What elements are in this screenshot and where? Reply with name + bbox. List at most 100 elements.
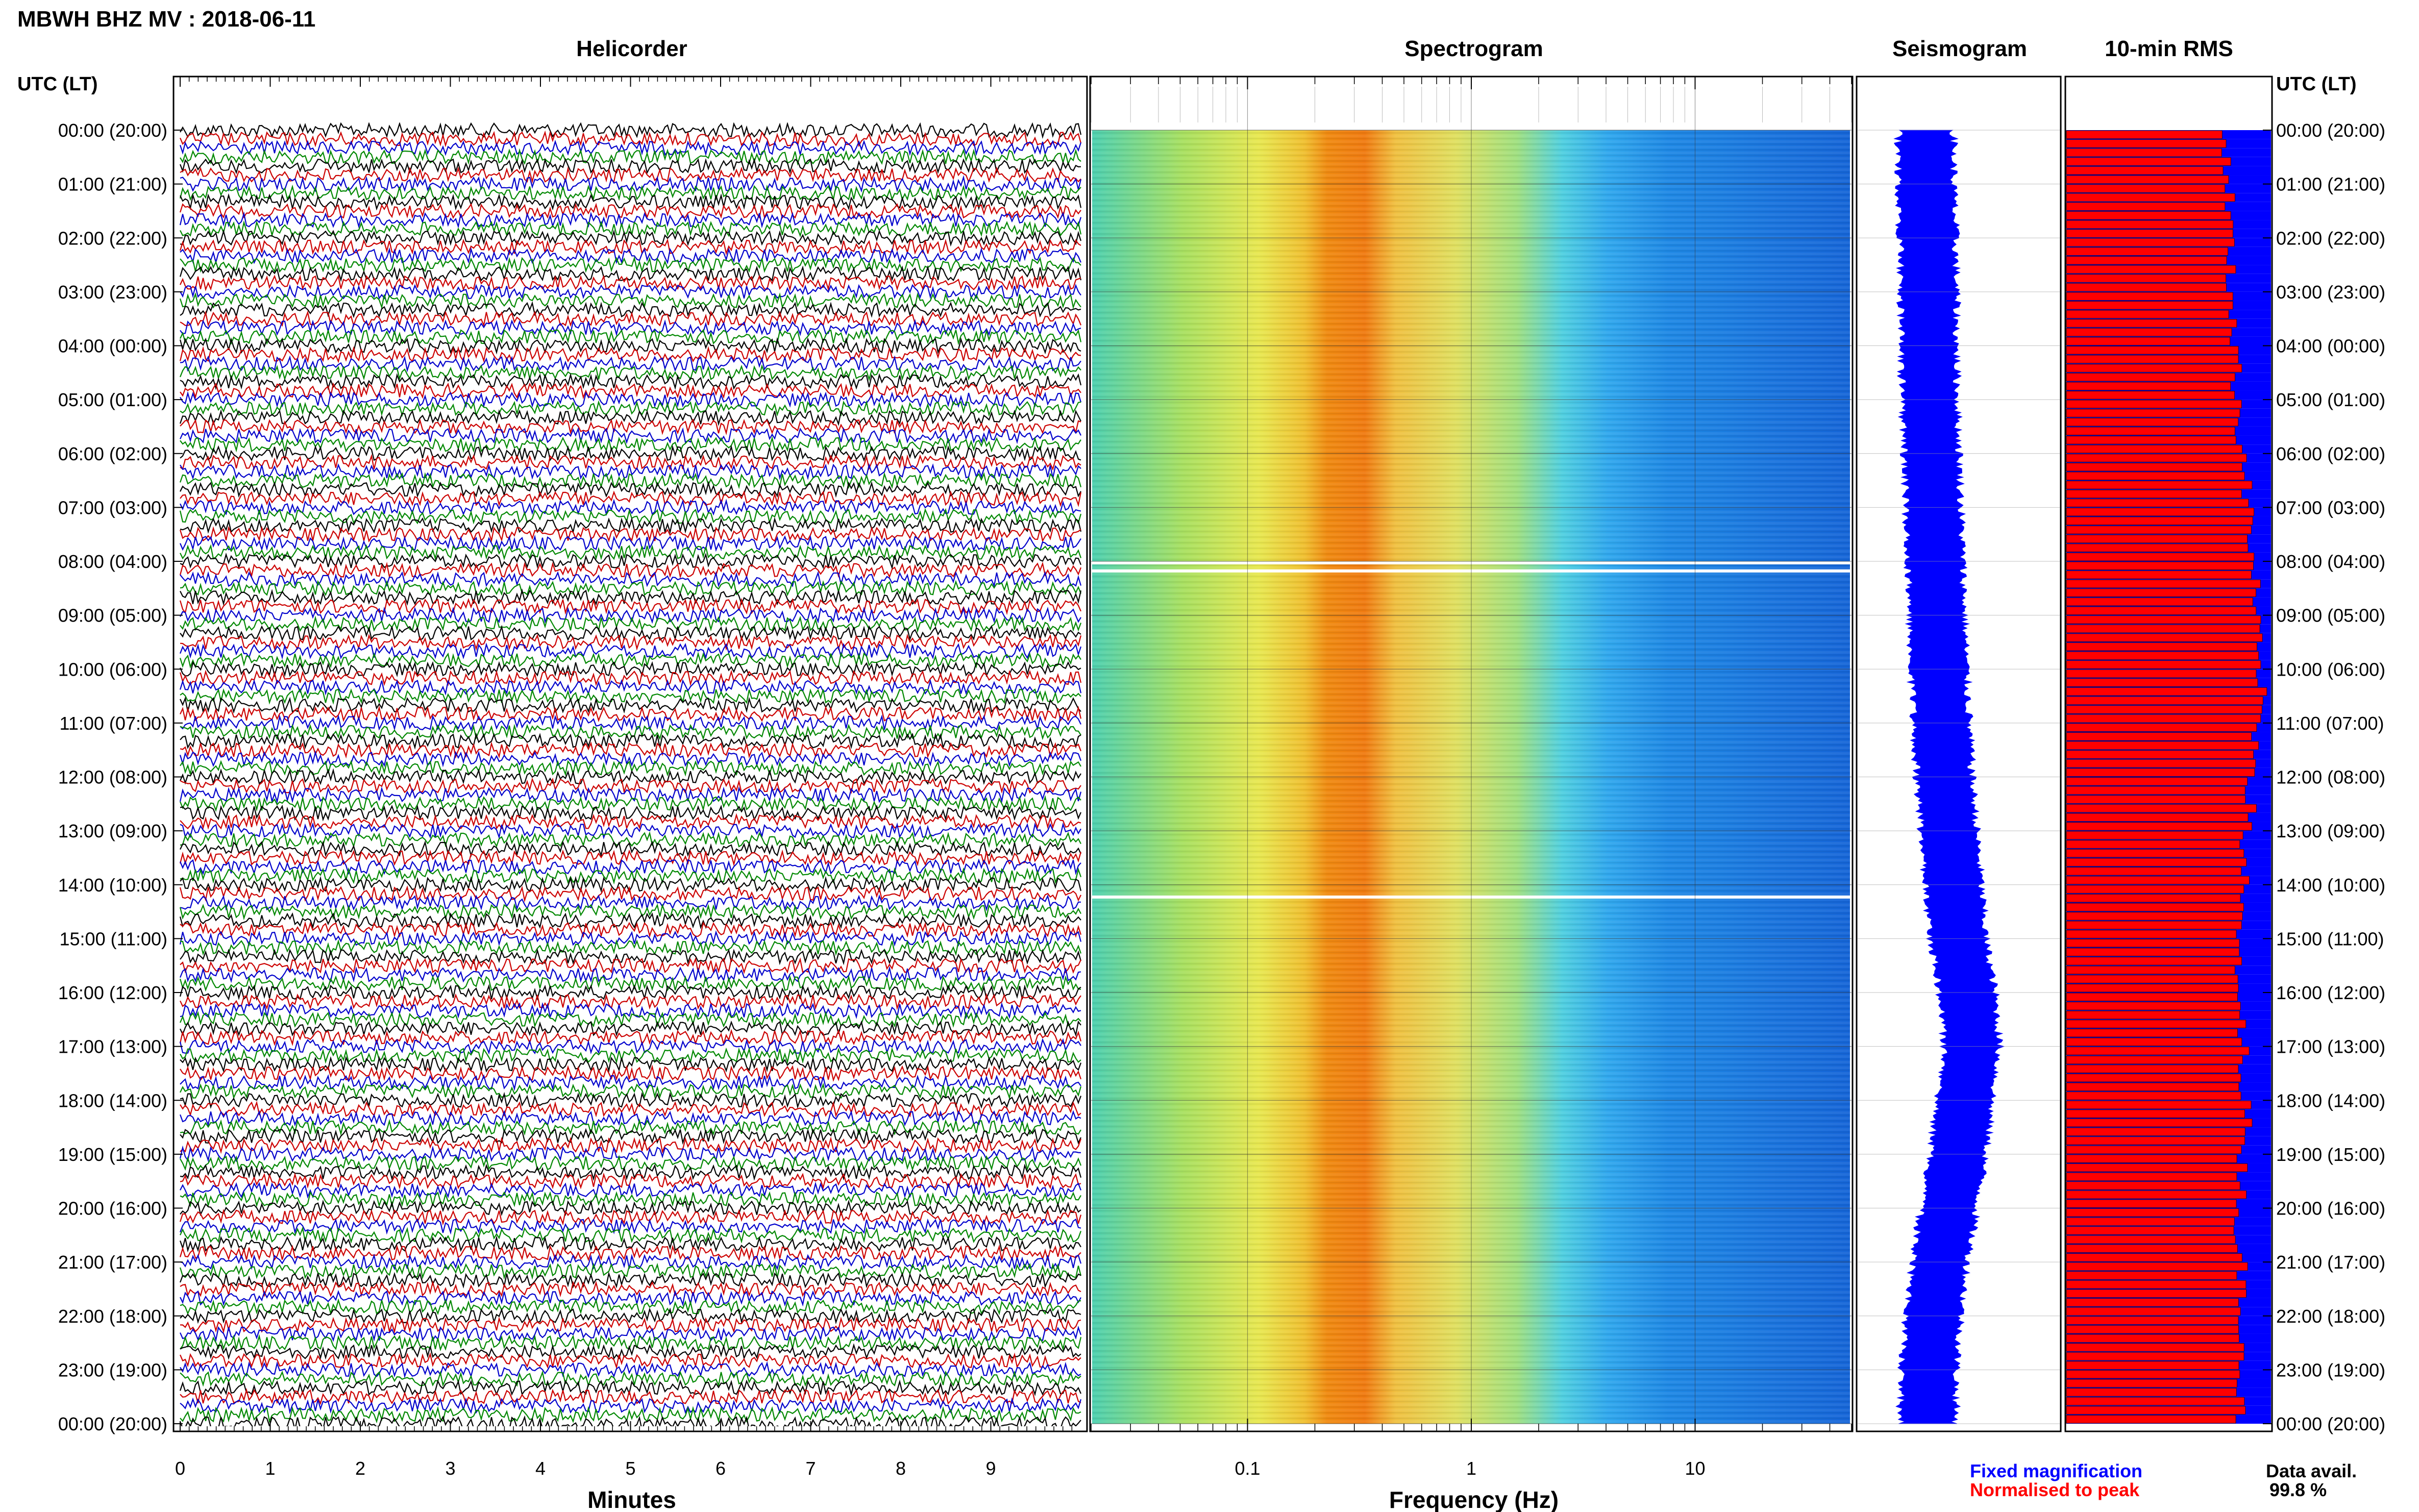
rms-bar-normalised [2066,948,2240,956]
rms-bar-normalised [2066,1136,2245,1145]
helicorder-title: Helicorder [576,36,687,61]
helicorder-trace [179,203,1081,220]
rms-bar-normalised [2066,543,2249,552]
minute-tick-label: 7 [805,1458,816,1479]
helicorder-trace [179,858,1081,876]
rms-bar-normalised [2066,993,2238,1002]
rms-bar-normalised [2066,849,2244,858]
helicorder-trace [180,939,1082,956]
helicorder-trace [179,966,1081,983]
time-label-left: 07:00 (03:00) [58,497,167,518]
rms-bar-normalised [2066,750,2254,759]
time-label-right: 14:00 (10:00) [2276,875,2385,896]
minute-tick-label: 5 [625,1458,635,1479]
rms-bar-normalised [2066,400,2242,409]
helicorder-trace [179,1029,1082,1047]
rms-bar-normalised [2066,489,2242,499]
time-label-right: 15:00 (11:00) [2276,928,2384,949]
helicorder-trace [179,670,1082,686]
rms-bar-normalised [2066,507,2254,516]
helicorder-trace [180,1181,1082,1199]
rms-bar-normalised [2066,930,2237,938]
helicorder-trace [179,364,1081,382]
time-label-right: 18:00 (14:00) [2276,1090,2385,1111]
helicorder-trace [179,534,1081,552]
helicorder-trace [180,732,1081,750]
helicorder-trace [180,1199,1081,1217]
helicorder-trace [180,1253,1082,1271]
time-label-right: 01:00 (21:00) [2276,174,2385,195]
minute-tick-label: 8 [896,1458,906,1479]
minute-tick-label: 0 [175,1458,185,1479]
rms-bar-normalised [2066,516,2253,525]
rms-bar-normalised [2066,1271,2237,1280]
rms-bar-normalised [2066,1280,2247,1289]
helicorder-trace [179,642,1082,660]
freq-tick-label: 0.1 [1235,1458,1260,1479]
helicorder-trace [180,436,1081,453]
helicorder-trace [180,633,1082,651]
helicorder-trace [180,957,1081,975]
time-label-right: 07:00 (03:00) [2276,497,2385,518]
time-label-left: 11:00 (07:00) [60,713,167,734]
rms-bar-normalised [2066,1334,2239,1343]
helicorder-trace [179,1109,1081,1127]
time-axis-label-left: UTC (LT) [17,73,98,95]
helicorder-trace [180,220,1082,238]
helicorder-trace [179,696,1081,714]
helicorder-trace [180,840,1081,857]
helicorder-trace [180,193,1082,211]
helicorder-trace [180,1406,1081,1424]
helicorder-trace [180,1163,1082,1181]
rms-bar-normalised [2066,310,2229,319]
rms-bar-normalised [2066,606,2257,615]
rms-bar-normalised [2066,786,2245,795]
rms-bar-normalised [2066,975,2238,983]
time-label-left: 08:00 (04:00) [58,551,167,572]
rms-bar-normalised [2066,669,2257,678]
helicorder-trace [179,975,1081,992]
rms-bar-normalised [2066,454,2247,462]
helicorder-trace [180,705,1082,723]
legend-normalised: Normalised to peak [1970,1479,2140,1500]
time-label-left: 00:00 (20:00) [58,1414,167,1434]
helicorder-trace [180,876,1082,894]
helicorder-trace [180,867,1082,885]
rms-bar-normalised [2066,337,2230,345]
rms-bar-normalised [2066,256,2227,265]
minute-tick-label: 2 [355,1458,365,1479]
minute-tick-label: 9 [985,1458,996,1479]
helicorder-trace [180,427,1081,444]
helicorder-trace [179,409,1081,426]
rms-bar-normalised [2066,534,2248,543]
rms-bar-normalised [2066,1172,2237,1181]
rms-bar-normalised [2066,462,2242,472]
helicorder-trace [180,1280,1081,1298]
rms-bar-normalised [2066,696,2263,705]
helicorder-trace [179,750,1082,767]
rms-bar-normalised [2066,427,2235,435]
rms-bar-normalised [2066,957,2242,965]
helicorder-trace [179,345,1081,363]
helicorder-trace [180,400,1081,417]
time-label-right: 05:00 (01:00) [2276,389,2385,410]
time-label-right: 00:00 (20:00) [2276,120,2385,141]
data-avail-value: 99.8 % [2269,1479,2327,1500]
helicorder-trace [179,1010,1081,1028]
rms-bar-normalised [2066,1298,2239,1307]
helicorder-trace [180,1118,1081,1136]
helicorder-trace [180,310,1082,328]
rms-bar-normalised [2066,1352,2244,1361]
rms-bar-normalised [2066,651,2259,660]
helicorder-trace [180,813,1081,830]
rms-bar-normalised [2066,274,2227,283]
rms-bar-normalised [2066,382,2231,390]
helicorder-trace [179,238,1081,256]
helicorder-trace [179,1218,1081,1235]
rms-bar-normalised [2066,885,2244,894]
helicorder-trace [179,561,1082,579]
rms-bar-normalised [2066,1316,2239,1325]
rms-bar-normalised [2066,202,2226,211]
helicorder-trace [179,651,1081,669]
rms-bar-normalised [2066,1244,2238,1253]
